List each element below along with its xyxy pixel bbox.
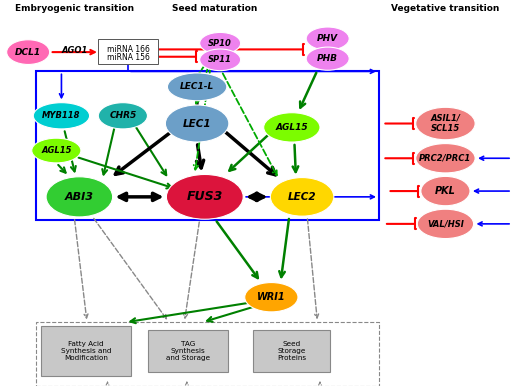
FancyBboxPatch shape — [98, 39, 158, 64]
Ellipse shape — [165, 105, 229, 142]
Text: LEC2: LEC2 — [288, 192, 316, 202]
Text: WRI1: WRI1 — [257, 292, 286, 302]
Ellipse shape — [245, 283, 298, 312]
Text: Embryogenic transition: Embryogenic transition — [15, 4, 135, 13]
Ellipse shape — [46, 177, 113, 217]
Text: Seed
Storage
Proteins: Seed Storage Proteins — [278, 341, 306, 361]
Ellipse shape — [306, 27, 349, 50]
Text: PRC2/PRC1: PRC2/PRC1 — [419, 154, 472, 163]
Text: ASIL1/
SCL15: ASIL1/ SCL15 — [431, 114, 460, 133]
Text: TAG
Synthesis
and Storage: TAG Synthesis and Storage — [166, 341, 210, 361]
Text: Fatty Acid
Synthesis and
Modification: Fatty Acid Synthesis and Modification — [60, 341, 111, 361]
Ellipse shape — [200, 49, 241, 71]
Text: PHB: PHB — [317, 54, 338, 63]
Ellipse shape — [416, 107, 475, 140]
Text: miRNA 166: miRNA 166 — [106, 45, 150, 54]
Ellipse shape — [98, 103, 147, 129]
Text: miRNA 156: miRNA 156 — [106, 53, 150, 62]
Ellipse shape — [270, 178, 334, 216]
FancyBboxPatch shape — [41, 326, 131, 376]
Text: VAL/HSI: VAL/HSI — [427, 219, 464, 229]
Text: DCL1: DCL1 — [15, 47, 41, 57]
Text: FUS3: FUS3 — [186, 190, 223, 203]
Text: ABI3: ABI3 — [65, 192, 94, 202]
Text: Seed maturation: Seed maturation — [173, 4, 258, 13]
Text: AGL15: AGL15 — [41, 146, 72, 155]
Text: LEC1-L: LEC1-L — [180, 82, 214, 91]
Ellipse shape — [200, 32, 241, 54]
Text: MYB118: MYB118 — [42, 111, 81, 120]
Text: SP10: SP10 — [208, 39, 232, 48]
Ellipse shape — [7, 40, 50, 64]
Ellipse shape — [306, 47, 349, 70]
FancyBboxPatch shape — [148, 330, 228, 372]
Ellipse shape — [264, 113, 320, 142]
Text: Vegetative transition: Vegetative transition — [391, 4, 500, 13]
Ellipse shape — [33, 103, 90, 129]
Ellipse shape — [416, 144, 475, 173]
Text: AGO1: AGO1 — [61, 46, 88, 56]
Ellipse shape — [417, 209, 474, 239]
Ellipse shape — [32, 138, 81, 163]
Ellipse shape — [166, 174, 243, 219]
Text: PHV: PHV — [317, 34, 338, 43]
Text: PKL: PKL — [435, 186, 456, 196]
Text: LEC1: LEC1 — [183, 119, 211, 129]
Text: SP11: SP11 — [208, 55, 232, 64]
Text: CHR5: CHR5 — [109, 111, 137, 120]
Ellipse shape — [421, 176, 470, 206]
Ellipse shape — [167, 73, 227, 101]
FancyBboxPatch shape — [253, 330, 330, 372]
Text: AGL15: AGL15 — [275, 123, 308, 132]
